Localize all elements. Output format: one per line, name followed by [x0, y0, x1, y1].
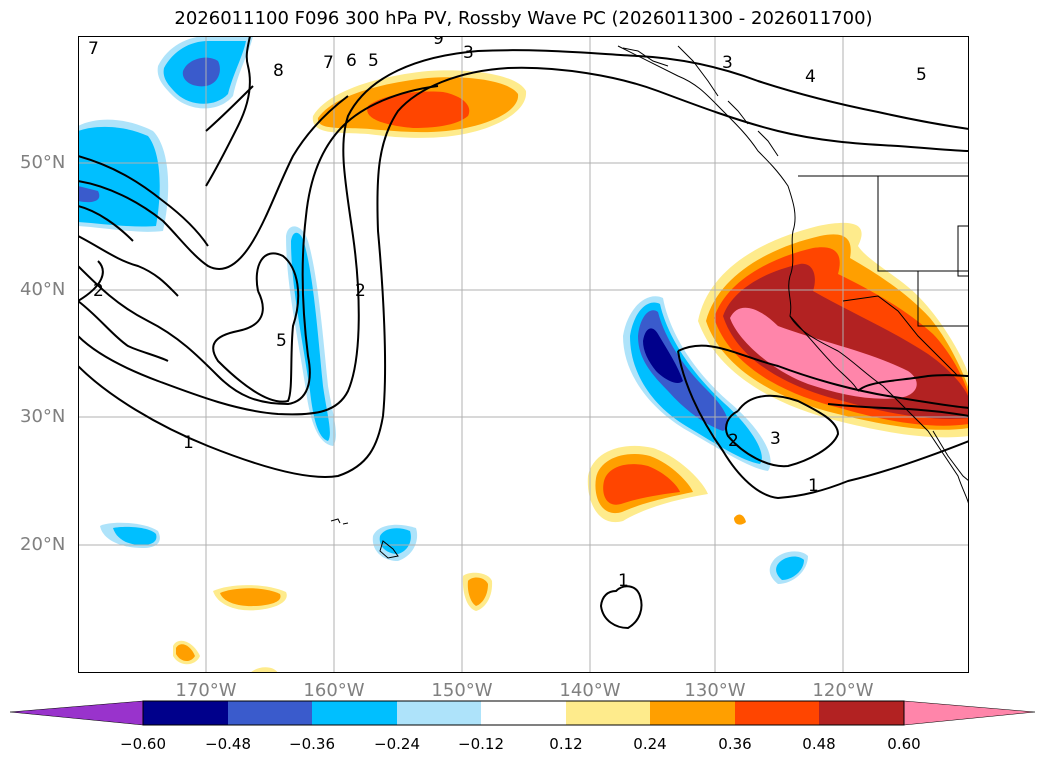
contour-label: 2: [728, 431, 739, 451]
colorbar-tick: 0.36: [718, 735, 752, 753]
map-canvas: 7 8 7 6 5 9 3 3 4 5 2 2 5 1 2 3 1 1: [78, 36, 969, 673]
colorbar-segment: [228, 701, 312, 725]
colorbar-segment: [481, 701, 566, 725]
colorbar-tick: 0.12: [549, 735, 583, 753]
colorbar-segment: [397, 701, 481, 725]
contour-label: 1: [183, 433, 194, 453]
lon-label: 150°W: [431, 680, 493, 701]
contour-label: 1: [618, 571, 629, 591]
contour-label: 5: [276, 331, 287, 351]
lat-label: 40°N: [20, 279, 66, 300]
contour-label: 6: [346, 51, 357, 71]
figure-title: 2026011100 F096 300 hPa PV, Rossby Wave …: [174, 8, 873, 29]
colorbar-segment: [650, 701, 735, 725]
pv-contours: [78, 36, 969, 673]
colorbar-tick: −0.24: [374, 735, 420, 753]
contour-label: 5: [916, 65, 927, 85]
lon-label: 120°W: [812, 680, 874, 701]
contour-label: 2: [93, 281, 104, 301]
colorbar-tick: −0.48: [205, 735, 251, 753]
contour-label: 7: [88, 39, 99, 59]
contour-label: 7: [323, 53, 334, 73]
colorbar-tick: −0.12: [458, 735, 504, 753]
map-panel: 7 8 7 6 5 9 3 3 4 5 2 2 5 1 2 3 1 1: [78, 36, 969, 673]
lat-label: 50°N: [20, 152, 66, 173]
colorbar-segment: [819, 701, 904, 725]
colorbar-segment: [312, 701, 397, 725]
graticule: [78, 36, 969, 673]
negative-anomaly-west-stripe: [286, 226, 336, 446]
colorbar-tick: 0.60: [887, 735, 921, 753]
colorbar-extend-left: [10, 700, 144, 726]
lon-label: 130°W: [684, 680, 746, 701]
contour-label: 8: [273, 61, 284, 81]
colorbar-tick: −0.36: [289, 735, 335, 753]
contour-label: 3: [463, 43, 474, 63]
colorbar-segment: [143, 701, 228, 725]
contour-labels: 7 8 7 6 5 9 3 3 4 5 2 2 5 1 2 3 1 1: [88, 36, 927, 591]
coastlines: [330, 45, 969, 559]
colorbar-extend-right: [903, 700, 1036, 726]
contour-label: 3: [770, 429, 781, 449]
small-anomaly-blobs: [100, 514, 808, 673]
lon-label: 160°W: [303, 680, 365, 701]
lon-label: 140°W: [559, 680, 621, 701]
contour-label: 1: [808, 476, 819, 496]
negative-anomaly-northwest: [78, 36, 253, 232]
contour-label: 9: [433, 36, 444, 49]
contour-label: 2: [355, 281, 366, 301]
colorbar-tick: −0.60: [120, 735, 166, 753]
contour-label: 4: [805, 67, 816, 87]
lat-label: 30°N: [20, 406, 66, 427]
contour-label: 5: [368, 51, 379, 71]
colorbar-tick: 0.24: [633, 735, 667, 753]
colorbar: [10, 700, 1036, 726]
contour-label: 3: [722, 53, 733, 73]
colorbar-tick: 0.48: [802, 735, 836, 753]
positive-anomaly-subtropical: [587, 445, 708, 523]
lat-label: 20°N: [20, 534, 66, 555]
colorbar-segment: [566, 701, 650, 725]
colorbar-segment: [735, 701, 819, 725]
negative-anomaly-east: [623, 296, 771, 471]
lon-label: 170°W: [175, 680, 237, 701]
